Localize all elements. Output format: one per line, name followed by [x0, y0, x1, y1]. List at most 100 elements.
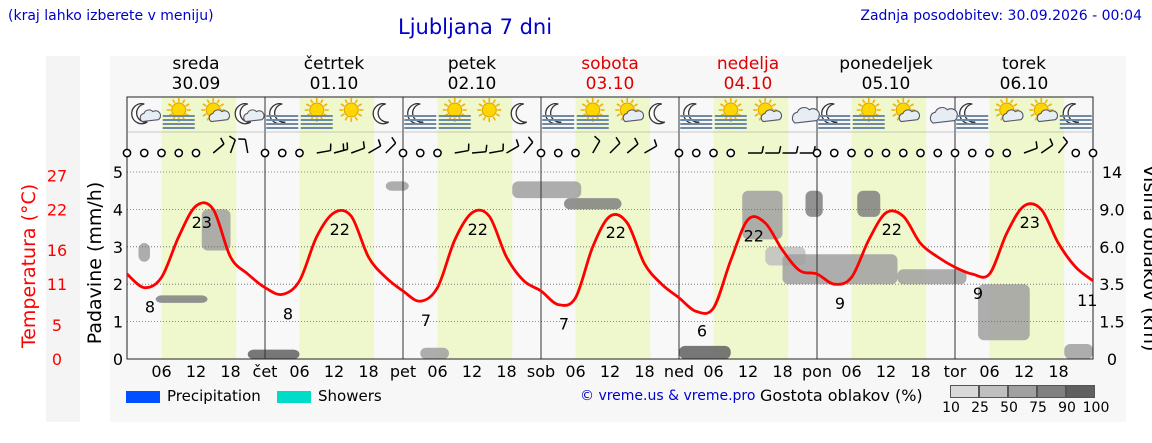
sun-ray: [492, 99, 496, 104]
wind-calm-marker: [812, 148, 822, 158]
sun-ray: [892, 103, 897, 107]
wind-calm-marker: [985, 148, 994, 158]
daylight-band: [299, 97, 375, 359]
sun-ray: [771, 103, 777, 107]
sun-ray: [581, 103, 587, 107]
wind-calm-marker: [157, 148, 166, 158]
precip-tick-label: 5: [113, 163, 123, 182]
wind-barb-shaft: [333, 148, 348, 154]
credit-link[interactable]: © vreme.us & vreme.pro: [580, 388, 756, 404]
wind-calm-marker: [536, 148, 546, 158]
wind-barb: [592, 135, 601, 154]
x-hour-label: 06: [841, 362, 861, 381]
sun-ray: [1010, 99, 1014, 104]
wind-barb: [385, 136, 397, 154]
wind-barb-shaft: [506, 145, 519, 154]
sun-ray: [443, 103, 449, 107]
x-hour-label: 12: [324, 362, 344, 381]
sun-disc: [861, 102, 877, 118]
sun-disc: [723, 102, 739, 118]
sun-ray: [354, 99, 358, 104]
wind-barb: [644, 139, 658, 154]
wind-calm-marker: [1002, 148, 1012, 158]
plot-border: [126, 96, 1094, 360]
wind-barb-shaft: [1040, 144, 1054, 154]
sun-cloud-icon: [994, 98, 1024, 123]
sun-cloud-icon: [753, 98, 783, 123]
density-swatch: [979, 385, 1008, 398]
sun-ray: [461, 103, 466, 107]
wind-calm-marker: [1071, 148, 1081, 158]
cloud-density-label: Gostota oblakov (%): [760, 386, 923, 405]
cloud-height-tick-label: 14: [1102, 163, 1122, 182]
last-update: Zadnja posodobitev: 30.09.2026 - 00:04: [860, 8, 1142, 24]
wind-barb-feather: [391, 136, 397, 144]
wind-barb-feather: [377, 139, 382, 147]
sun-ray: [1000, 99, 1004, 104]
temperature-label: 7: [559, 315, 569, 334]
wind-calm-marker: [950, 148, 960, 158]
sun-ray: [482, 116, 486, 121]
wind-calm-marker: [553, 148, 563, 158]
sun-ray: [862, 99, 866, 104]
wind-barb: [333, 142, 349, 154]
moon-fog-icon: [818, 103, 851, 129]
sun-ray: [896, 99, 900, 104]
wind-barb-shaft: [609, 142, 621, 154]
sun-cloud-icon: [1029, 98, 1059, 123]
wind-barb: [316, 143, 332, 154]
x-hour-label: 18: [496, 362, 516, 381]
wind-barb-shaft: [229, 139, 236, 154]
precip-tick-label: 4: [113, 200, 123, 219]
sun-ray: [599, 103, 604, 107]
temp-tick-label: 27: [47, 166, 67, 185]
sun-ray: [1034, 99, 1038, 104]
wind-calm-marker: [122, 148, 132, 158]
wind-barb-shaft: [350, 147, 365, 154]
sun-ray: [492, 116, 496, 121]
moon-fog-icon: [680, 103, 713, 129]
sun-ray: [167, 103, 173, 107]
moon-crescent: [648, 103, 666, 125]
sun-ray: [596, 99, 600, 104]
x-hour-label: 12: [1014, 362, 1034, 381]
sun-icon: [339, 98, 364, 122]
wind-barb-shaft: [385, 142, 397, 154]
x-hour-label: 06: [289, 362, 309, 381]
sun-ray: [1030, 113, 1035, 117]
wind-calm-marker: [864, 148, 874, 158]
day-name: torek: [1002, 54, 1046, 74]
sun-ray: [185, 103, 190, 107]
x-day-label: tor: [944, 362, 967, 381]
sun-ray: [620, 99, 624, 104]
wind-calm-marker: [433, 148, 442, 158]
wind-barb-feather: [485, 144, 488, 152]
wind-barb: [506, 139, 520, 154]
temperature-series: 8 23 8 22 7 22 7 22 6 22 9 22 9 23 11: [126, 201, 1097, 340]
sun-ray: [909, 103, 915, 107]
wind-barb-shaft: [523, 141, 534, 154]
cloud-patch: [857, 190, 881, 217]
x-hour-label: 18: [772, 362, 792, 381]
daylight-band: [437, 97, 513, 359]
left-panel: [46, 56, 80, 422]
daylight-band: [851, 97, 927, 359]
location-menu-hint[interactable]: (kraj lahko izberete v meniju): [8, 8, 214, 24]
wind-barb: [765, 145, 782, 154]
moon-fog-icon: [542, 103, 575, 129]
sun-ray: [1013, 103, 1018, 107]
cloud-shape: [760, 109, 783, 123]
sun-ray: [872, 99, 876, 104]
sun-fog-icon: [852, 98, 885, 129]
wind-calm-marker: [898, 148, 908, 158]
cloud-height-tick-label: 3.5: [1099, 275, 1124, 294]
wind-barb-feather: [1062, 136, 1069, 143]
moon-fog-icon: [266, 103, 299, 129]
wind-barb: [1057, 136, 1069, 154]
wind-barb-feather: [1035, 141, 1038, 149]
moon-icon: [510, 103, 528, 125]
sun-ray: [495, 103, 501, 107]
sun-ray: [172, 99, 176, 104]
wind-calm-marker: [260, 148, 270, 158]
